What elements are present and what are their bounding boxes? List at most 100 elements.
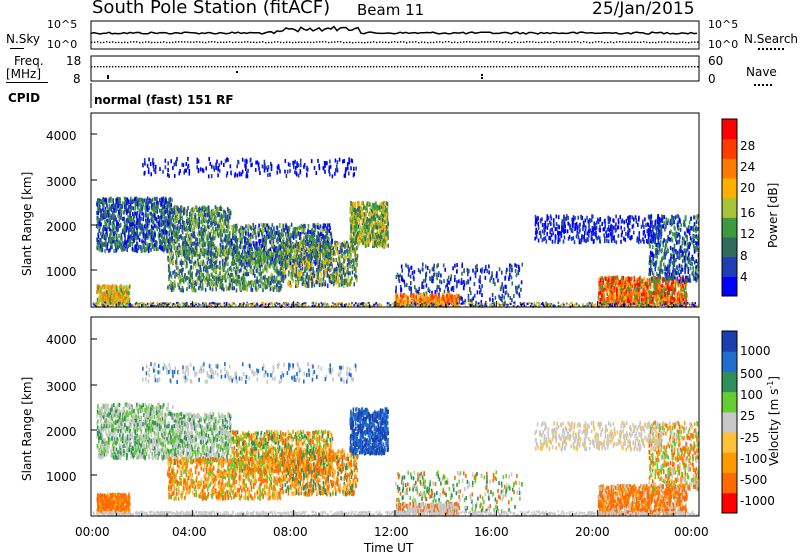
nsearch-point [664, 41, 665, 42]
power-cell [241, 263, 243, 267]
power-cell [151, 219, 153, 223]
power-cell [167, 286, 169, 290]
power-cell [336, 267, 338, 271]
power-cell [220, 231, 222, 235]
power-cell [161, 222, 163, 226]
power-cell [168, 264, 170, 268]
power-cell [159, 209, 161, 213]
power-cell [168, 214, 170, 218]
freq-point [385, 66, 386, 67]
power-cell [176, 205, 178, 209]
power-cell [321, 273, 323, 277]
freq-point [466, 66, 467, 67]
nsearch-point [319, 41, 320, 42]
nsearch-point [460, 42, 461, 43]
power-cell [168, 277, 170, 281]
freq-point [640, 66, 641, 67]
nsearch-point [109, 42, 110, 43]
power-cell [215, 260, 217, 264]
power-cell [147, 208, 149, 212]
freq-point [457, 66, 458, 67]
nsearch-point [265, 42, 266, 43]
freq-point [547, 66, 548, 67]
power-cell [321, 260, 323, 264]
power-cell [109, 220, 111, 224]
power-cell [187, 206, 189, 210]
power-cell [223, 265, 225, 269]
freq-point [283, 66, 284, 67]
power-cell [184, 245, 186, 249]
power-cell [317, 225, 319, 229]
power-cell [244, 266, 246, 270]
freq-point [268, 66, 269, 67]
nsearch-point [451, 42, 452, 43]
power-cell [303, 280, 305, 284]
nsearch-point [121, 42, 122, 43]
power-cell [236, 238, 238, 242]
power-cell [106, 199, 108, 203]
power-cell [114, 208, 116, 212]
nsearch-point [679, 41, 680, 42]
power-cell [316, 272, 318, 276]
freq-point [226, 66, 227, 67]
power-cell [260, 271, 262, 275]
power-cell [327, 267, 329, 271]
freq-point [610, 66, 611, 67]
power-cell [166, 204, 168, 208]
freq-point [682, 66, 683, 67]
nsearch-point [229, 41, 230, 42]
power-cell [233, 278, 235, 282]
freq-point [145, 66, 146, 67]
power-cell [341, 267, 343, 271]
freq-point [271, 66, 272, 67]
power-cell [165, 230, 167, 234]
power-cell [154, 213, 156, 217]
power-cell [241, 254, 243, 258]
power-cell [329, 229, 331, 233]
power-cell [311, 284, 313, 288]
power-cell [170, 280, 172, 284]
nsearch-point [295, 42, 296, 43]
power-cell [272, 223, 274, 227]
power-cell [146, 248, 148, 252]
power-cell [177, 226, 179, 230]
power-cell [271, 273, 273, 277]
freq-point [295, 66, 296, 67]
nsearch-point [277, 41, 278, 42]
power-cell [221, 233, 223, 237]
power-cell [320, 243, 322, 247]
power-cell [219, 206, 221, 210]
power-cell [105, 234, 107, 238]
power-cell [151, 212, 153, 216]
nsearch-point [181, 41, 182, 42]
power-cell [372, 242, 374, 246]
power-cell [168, 249, 170, 253]
power-cell [284, 252, 286, 256]
power-cell [198, 254, 200, 258]
power-cell [187, 212, 189, 216]
power-cell [260, 228, 262, 232]
power-cell [254, 245, 256, 249]
power-cell [297, 232, 299, 236]
power-cell [265, 240, 267, 244]
freq-point [508, 66, 509, 67]
power-cell [128, 228, 130, 232]
power-cell [288, 264, 290, 268]
power-cell [166, 235, 168, 239]
power-cell [283, 228, 285, 232]
power-cell [384, 202, 386, 206]
power-cell [211, 222, 213, 226]
power-cell [106, 244, 108, 248]
power-cell [132, 212, 134, 216]
power-cell [104, 220, 106, 224]
power-cell [197, 232, 199, 236]
power-cell [141, 207, 143, 211]
power-cell [274, 269, 276, 273]
freq-point [436, 66, 437, 67]
power-cell [111, 237, 113, 241]
power-cell [202, 252, 204, 256]
power-cell [274, 261, 276, 265]
power-cell [112, 216, 114, 220]
power-cell [214, 269, 216, 273]
power-cell [212, 280, 214, 284]
